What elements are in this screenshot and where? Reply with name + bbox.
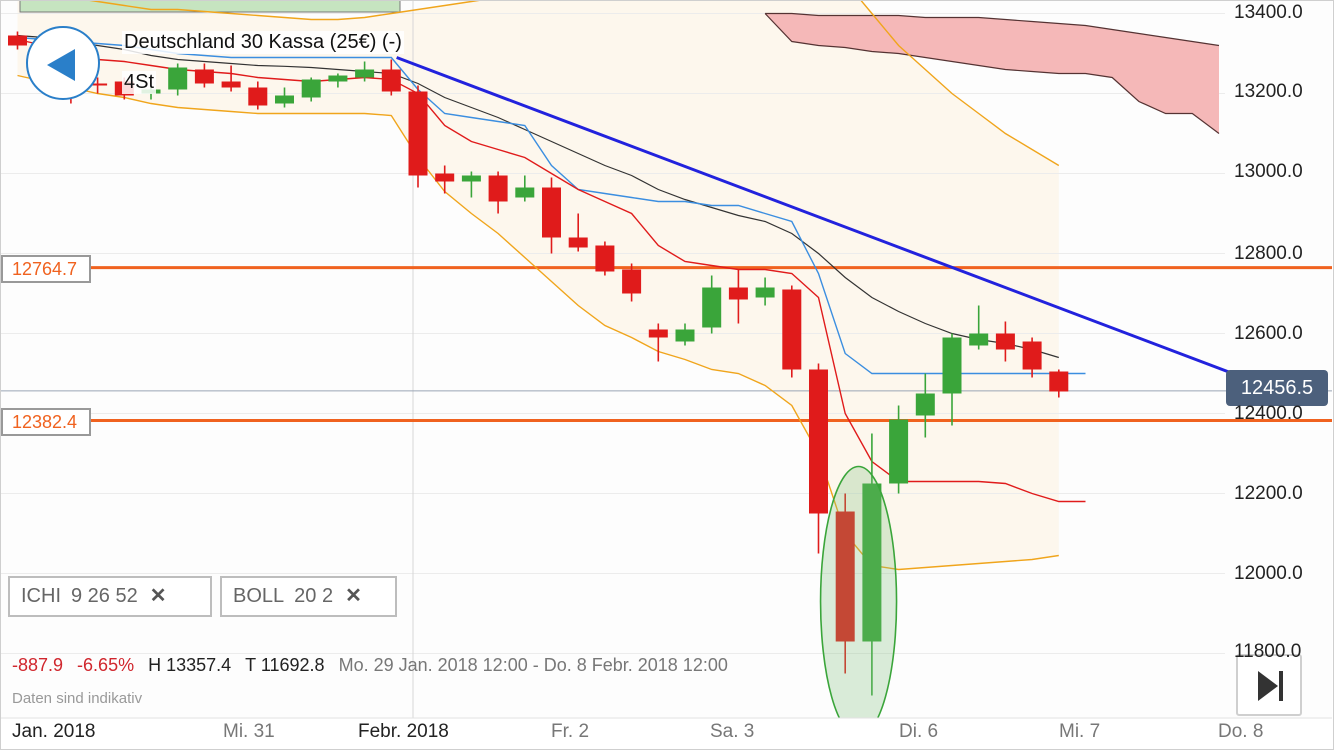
candle-body bbox=[381, 69, 401, 92]
instrument-title: Deutschland 30 Kassa (25€) (-) bbox=[122, 31, 404, 54]
y-tick: 12000.0 bbox=[1234, 563, 1303, 584]
candle-body bbox=[408, 91, 428, 176]
bollinger-upper-line bbox=[82, 0, 1060, 167]
indicator-name: ICHI bbox=[21, 585, 61, 607]
candle-body bbox=[88, 83, 108, 86]
candle-body bbox=[488, 175, 508, 202]
ichimoku-cloud-bull bbox=[19, 0, 401, 13]
stats-bar: -887.9 -6.65% H 13357.4 T 11692.8 Mo. 29 Jan… bbox=[12, 655, 742, 676]
candle-body bbox=[1049, 371, 1069, 392]
candle-body bbox=[942, 337, 962, 394]
current-price-tag: 12456.5 bbox=[1226, 370, 1328, 406]
x-tick: Do. 8 bbox=[1218, 721, 1264, 742]
x-tick: Di. 6 bbox=[899, 721, 939, 742]
x-tick: Jan. 2018 bbox=[8, 721, 100, 743]
candle-body bbox=[328, 75, 348, 82]
candle-body bbox=[301, 79, 321, 98]
candle-body bbox=[862, 483, 882, 642]
candle-body bbox=[648, 329, 668, 338]
candle-body bbox=[755, 287, 775, 298]
disclaimer: Daten sind indikativ bbox=[12, 690, 143, 707]
candle-body bbox=[355, 69, 375, 78]
highlight-ellipse bbox=[819, 465, 898, 738]
back-arrow-icon bbox=[47, 49, 75, 81]
candle-body bbox=[542, 187, 561, 238]
indicator-params: 20 2 bbox=[294, 585, 334, 607]
y-tick: 12600.0 bbox=[1234, 323, 1303, 344]
candle-body bbox=[622, 269, 642, 294]
level-label-upper[interactable]: 12764.7 bbox=[1, 255, 91, 283]
x-tick: Febr. 2018 bbox=[354, 721, 453, 743]
skip-end-icon bbox=[1258, 671, 1278, 701]
x-axis-strip bbox=[0, 718, 1332, 750]
kijun-line bbox=[17, 36, 1086, 375]
change-value: -887.9 bbox=[12, 655, 64, 675]
candle-body bbox=[782, 289, 802, 370]
resistance-trendline bbox=[396, 56, 1287, 395]
y-tick: 13400.0 bbox=[1234, 2, 1303, 23]
bollinger-lower-line bbox=[17, 74, 1059, 571]
candle-body bbox=[168, 67, 188, 90]
skip-end-bar bbox=[1279, 671, 1283, 701]
candle-body bbox=[568, 237, 588, 248]
y-tick: 11800.0 bbox=[1234, 641, 1302, 662]
candle-body bbox=[595, 245, 615, 272]
senkou-span-b bbox=[764, 13, 1220, 134]
x-tick: Mi. 31 bbox=[223, 721, 275, 742]
x-tick: Mi. 7 bbox=[1059, 721, 1101, 742]
close-icon[interactable]: ✕ bbox=[149, 585, 167, 607]
candle-body bbox=[221, 81, 241, 88]
candle-body bbox=[1022, 341, 1042, 370]
period-label: 4St bbox=[122, 71, 157, 94]
y-tick: 12400.0 bbox=[1234, 403, 1303, 424]
ichimoku-cloud-bear bbox=[765, 13, 1219, 134]
change-percent: -6.65% bbox=[77, 655, 135, 675]
skip-to-end-button[interactable] bbox=[1236, 654, 1302, 716]
candle-body bbox=[995, 333, 1015, 350]
y-tick: 13200.0 bbox=[1234, 81, 1303, 102]
indicator-params: 9 26 52 bbox=[71, 585, 138, 607]
level-label-lower[interactable]: 12382.4 bbox=[1, 408, 91, 436]
candle-body bbox=[275, 95, 294, 104]
x-tick: Sa. 3 bbox=[710, 721, 755, 742]
date-range: Mo. 29 Jan. 2018 12:00 - Do. 8 Febr. 201… bbox=[338, 655, 728, 675]
y-tick: 12200.0 bbox=[1234, 483, 1303, 504]
y-tick: 12800.0 bbox=[1234, 243, 1303, 264]
candle-body bbox=[435, 173, 455, 182]
high-value: H 13357.4 bbox=[148, 655, 232, 675]
candle-body bbox=[461, 175, 481, 182]
candle-body bbox=[809, 369, 828, 514]
candle-body bbox=[969, 333, 989, 346]
indicator-chip-boll[interactable]: BOLL 20 2 ✕ bbox=[220, 576, 397, 617]
x-tick: Fr. 2 bbox=[551, 721, 590, 742]
candle-body bbox=[248, 87, 268, 106]
indicator-chip-ichi[interactable]: ICHI 9 26 52 ✕ bbox=[8, 576, 212, 617]
candle-body bbox=[728, 287, 748, 300]
indicator-name: BOLL bbox=[233, 585, 285, 607]
bollinger-middle-line bbox=[17, 34, 1059, 359]
candle-body bbox=[835, 511, 855, 642]
candle-body bbox=[889, 419, 909, 484]
candle-body bbox=[194, 69, 214, 84]
bollinger-band-fill bbox=[17, 0, 1059, 570]
candle-body bbox=[515, 187, 535, 198]
senkou-span-a bbox=[765, 12, 1220, 47]
candle-body bbox=[702, 287, 722, 328]
candle-body bbox=[675, 329, 695, 342]
candle-body bbox=[915, 393, 935, 416]
y-tick: 13000.0 bbox=[1234, 161, 1303, 182]
candle-body bbox=[8, 35, 27, 46]
low-value: T 11692.8 bbox=[245, 655, 325, 675]
back-button[interactable] bbox=[26, 26, 100, 100]
close-icon[interactable]: ✕ bbox=[345, 585, 362, 607]
